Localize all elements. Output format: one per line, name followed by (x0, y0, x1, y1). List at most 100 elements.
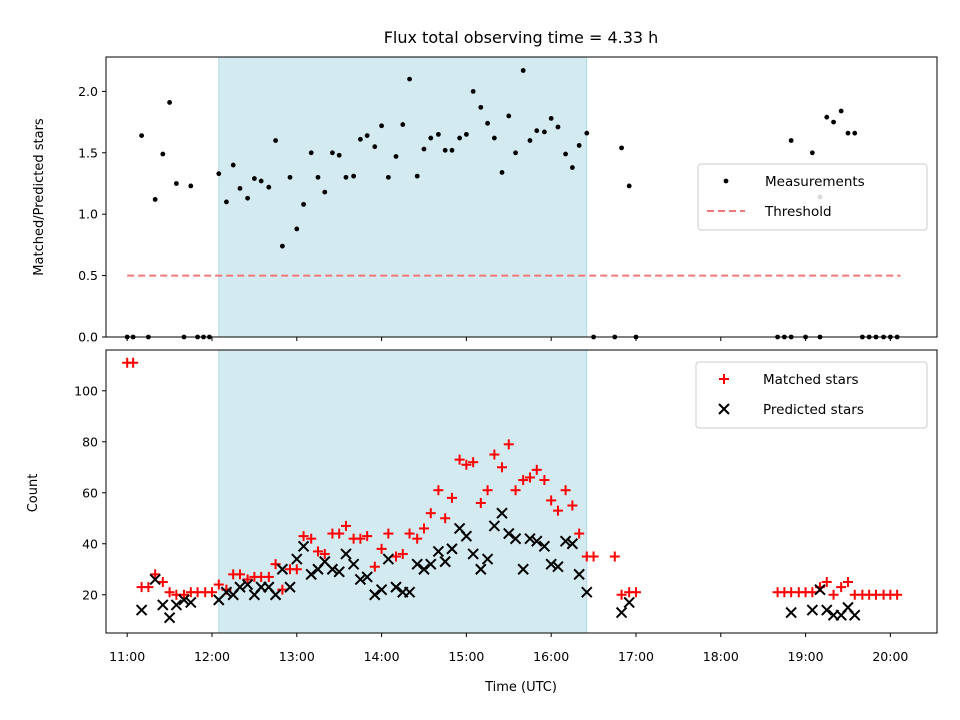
data-point (291, 553, 303, 565)
x-b (475, 563, 487, 575)
data-point (379, 123, 384, 129)
data-point (287, 174, 293, 180)
data-point (499, 170, 505, 175)
data-point (630, 587, 641, 598)
data-point (440, 513, 451, 524)
data-point (277, 584, 288, 595)
data-point (188, 183, 194, 189)
data-point (615, 606, 628, 619)
x-b (382, 553, 395, 565)
x-b (538, 540, 551, 553)
x-b (305, 568, 317, 581)
data-point (824, 114, 830, 120)
data-point (305, 568, 317, 581)
x-tick-label: 14:00 (364, 649, 400, 664)
data-point (449, 147, 455, 153)
data-point (552, 505, 563, 516)
data-point (143, 582, 154, 593)
x-b (178, 594, 190, 606)
data-point (831, 119, 836, 125)
data-point (488, 520, 501, 532)
x-b (326, 563, 339, 575)
legend-count: Matched stars Predicted stars (695, 361, 928, 429)
data-point (270, 559, 281, 570)
data-point (326, 563, 339, 575)
data-point (411, 558, 423, 570)
data-point (510, 485, 521, 496)
x-b (241, 578, 254, 591)
data-point (489, 449, 500, 460)
data-point (496, 507, 508, 519)
x-b (446, 543, 458, 555)
data-point (167, 100, 172, 105)
x-b (566, 538, 579, 550)
y-tick-label: 1.0 (78, 207, 98, 222)
x-b (481, 553, 494, 565)
data-point (513, 150, 518, 156)
x-b (439, 555, 451, 568)
data-point (566, 538, 579, 550)
legend-box (697, 163, 928, 231)
legend-marker (718, 403, 730, 415)
data-point (391, 551, 402, 562)
data-point (135, 604, 148, 616)
plot-frame (105, 56, 938, 338)
x-b (806, 604, 819, 616)
data-point (333, 566, 345, 578)
data-point (245, 195, 251, 201)
x-tick-label: 19:00 (788, 649, 824, 664)
data-point (821, 577, 832, 588)
data-point (806, 604, 819, 616)
x-b (623, 596, 635, 609)
y-tick-label: 100 (74, 383, 98, 398)
data-point (385, 174, 391, 180)
data-point (538, 540, 551, 553)
data-point (351, 173, 357, 179)
data-point (842, 577, 853, 588)
x-tick-label: 11:00 (109, 649, 145, 664)
data-point (517, 563, 529, 575)
legend-label: Measurements (765, 174, 865, 190)
data-point (524, 532, 536, 545)
x-b (234, 581, 246, 593)
data-point (364, 133, 370, 138)
x-b (403, 586, 416, 598)
x-b (425, 558, 437, 570)
data-point (234, 569, 245, 580)
data-point (414, 173, 420, 179)
data-point (852, 130, 858, 136)
x-b (284, 581, 296, 593)
data-point (563, 151, 568, 157)
data-point (276, 563, 289, 575)
x-b (340, 548, 352, 560)
x-b (814, 583, 826, 596)
data-point (407, 76, 412, 82)
data-point (584, 130, 590, 136)
x-b (559, 535, 572, 547)
x-b (157, 599, 169, 611)
x-b (347, 558, 360, 570)
plot-frame (105, 349, 938, 634)
data-point (149, 573, 161, 586)
data-point (552, 561, 564, 573)
x-b (297, 540, 310, 553)
data-point (157, 577, 168, 588)
x-b (552, 561, 564, 573)
x-b (517, 563, 529, 575)
data-point (588, 551, 599, 562)
data-point (457, 135, 462, 141)
x-b (333, 566, 345, 578)
data-point (216, 171, 222, 177)
data-point (150, 569, 161, 580)
x-tick-label: 12:00 (194, 649, 230, 664)
x-tick-label: 13:00 (279, 649, 315, 664)
x-b (276, 563, 289, 575)
x-tick-label: 20:00 (872, 649, 908, 664)
data-point (433, 485, 444, 496)
series-predicted-stars (135, 507, 861, 624)
data-point (173, 181, 179, 186)
data-point (312, 546, 323, 557)
legend-ratio: Measurements Threshold (697, 163, 928, 231)
data-point (541, 129, 547, 135)
data-point (347, 558, 360, 570)
